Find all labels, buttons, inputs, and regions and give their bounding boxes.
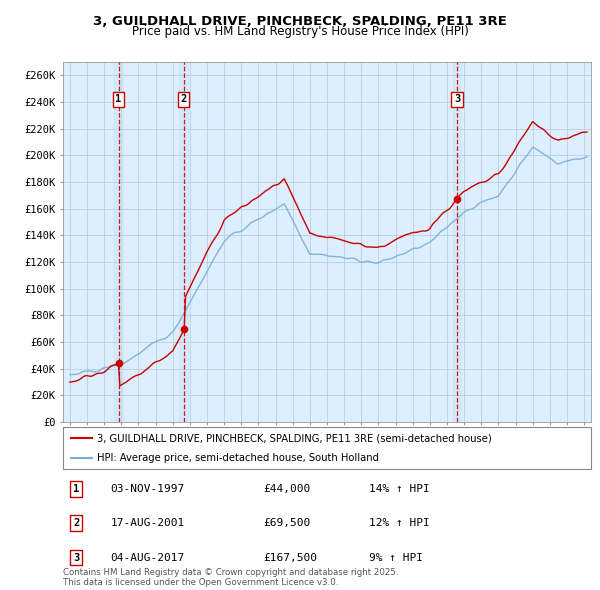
Text: Contains HM Land Registry data © Crown copyright and database right 2025.
This d: Contains HM Land Registry data © Crown c… [63,568,398,587]
Text: 1: 1 [115,94,122,104]
Bar [114,62,123,422]
Text: 03-NOV-1997: 03-NOV-1997 [110,484,185,494]
Text: 04-AUG-2017: 04-AUG-2017 [110,553,185,562]
Text: 2: 2 [181,94,187,104]
Text: 3, GUILDHALL DRIVE, PINCHBECK, SPALDING, PE11 3RE: 3, GUILDHALL DRIVE, PINCHBECK, SPALDING,… [93,15,507,28]
Text: 9% ↑ HPI: 9% ↑ HPI [369,553,423,562]
Text: Price paid vs. HM Land Registry's House Price Index (HPI): Price paid vs. HM Land Registry's House … [131,25,469,38]
Text: 3, GUILDHALL DRIVE, PINCHBECK, SPALDING, PE11 3RE (semi-detached house): 3, GUILDHALL DRIVE, PINCHBECK, SPALDING,… [97,433,492,443]
Bar [179,62,188,422]
Text: 2: 2 [73,519,79,528]
Text: 3: 3 [73,553,79,562]
Bar [453,62,461,422]
FancyBboxPatch shape [63,427,591,469]
Text: £69,500: £69,500 [263,519,311,528]
Text: 3: 3 [454,94,460,104]
Text: £167,500: £167,500 [263,553,317,562]
Text: 1: 1 [73,484,79,494]
Text: 14% ↑ HPI: 14% ↑ HPI [369,484,430,494]
Text: 17-AUG-2001: 17-AUG-2001 [110,519,185,528]
Text: HPI: Average price, semi-detached house, South Holland: HPI: Average price, semi-detached house,… [97,453,379,463]
Text: 12% ↑ HPI: 12% ↑ HPI [369,519,430,528]
Text: £44,000: £44,000 [263,484,311,494]
